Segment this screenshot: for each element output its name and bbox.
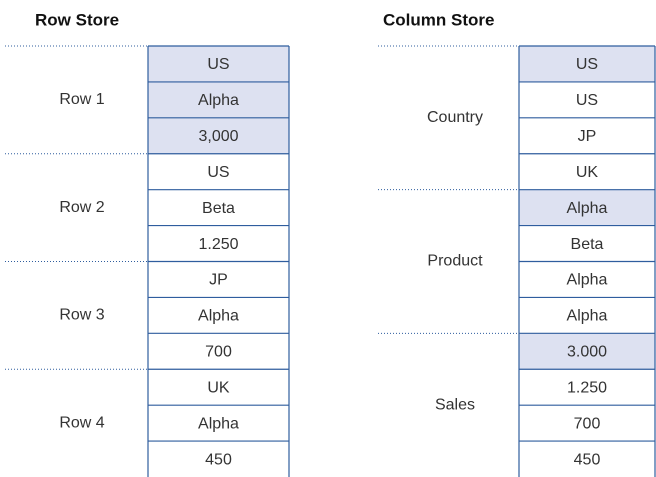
cell-highlight — [519, 333, 655, 370]
cell-highlight — [148, 117, 289, 154]
cell-text: Alpha — [567, 272, 608, 289]
group-label: Sales — [435, 396, 475, 413]
cell-highlight — [519, 189, 655, 226]
column-store-title: Column Store — [383, 10, 494, 29]
cell-text: Alpha — [567, 308, 608, 325]
cell-text: 700 — [574, 415, 601, 432]
cell-text: JP — [578, 128, 597, 145]
cell-text: Beta — [202, 200, 235, 217]
cell-text: UK — [207, 379, 230, 396]
group-label: Row 2 — [59, 199, 104, 216]
cell-text: US — [576, 92, 598, 109]
cell-text: Alpha — [198, 415, 239, 432]
group-label: Row 3 — [59, 307, 104, 324]
cell-text: 700 — [205, 344, 232, 361]
cell-highlight — [519, 46, 655, 82]
cell-text: 1.250 — [198, 236, 238, 253]
cell-text: Alpha — [567, 200, 608, 217]
cell-text: 3,000 — [198, 128, 238, 145]
cell-text: Alpha — [198, 308, 239, 325]
group-label: Row 1 — [59, 91, 104, 108]
group-label: Product — [427, 253, 483, 270]
cell-highlight — [148, 81, 289, 118]
cell-text: 1.250 — [567, 379, 607, 396]
cell-text: Beta — [571, 236, 604, 253]
row-store-title: Row Store — [35, 10, 119, 29]
cell-text: 450 — [574, 451, 601, 468]
cell-text: 3.000 — [567, 344, 607, 361]
cell-text: JP — [209, 272, 228, 289]
group-label: Country — [427, 109, 483, 126]
cell-text: UK — [576, 164, 599, 181]
cell-text: 450 — [205, 451, 232, 468]
cell-text: US — [207, 164, 229, 181]
cell-highlight — [148, 46, 289, 82]
cell-text: US — [207, 56, 229, 73]
cell-text: US — [576, 56, 598, 73]
cell-text: Alpha — [198, 92, 239, 109]
group-label: Row 4 — [59, 414, 104, 431]
